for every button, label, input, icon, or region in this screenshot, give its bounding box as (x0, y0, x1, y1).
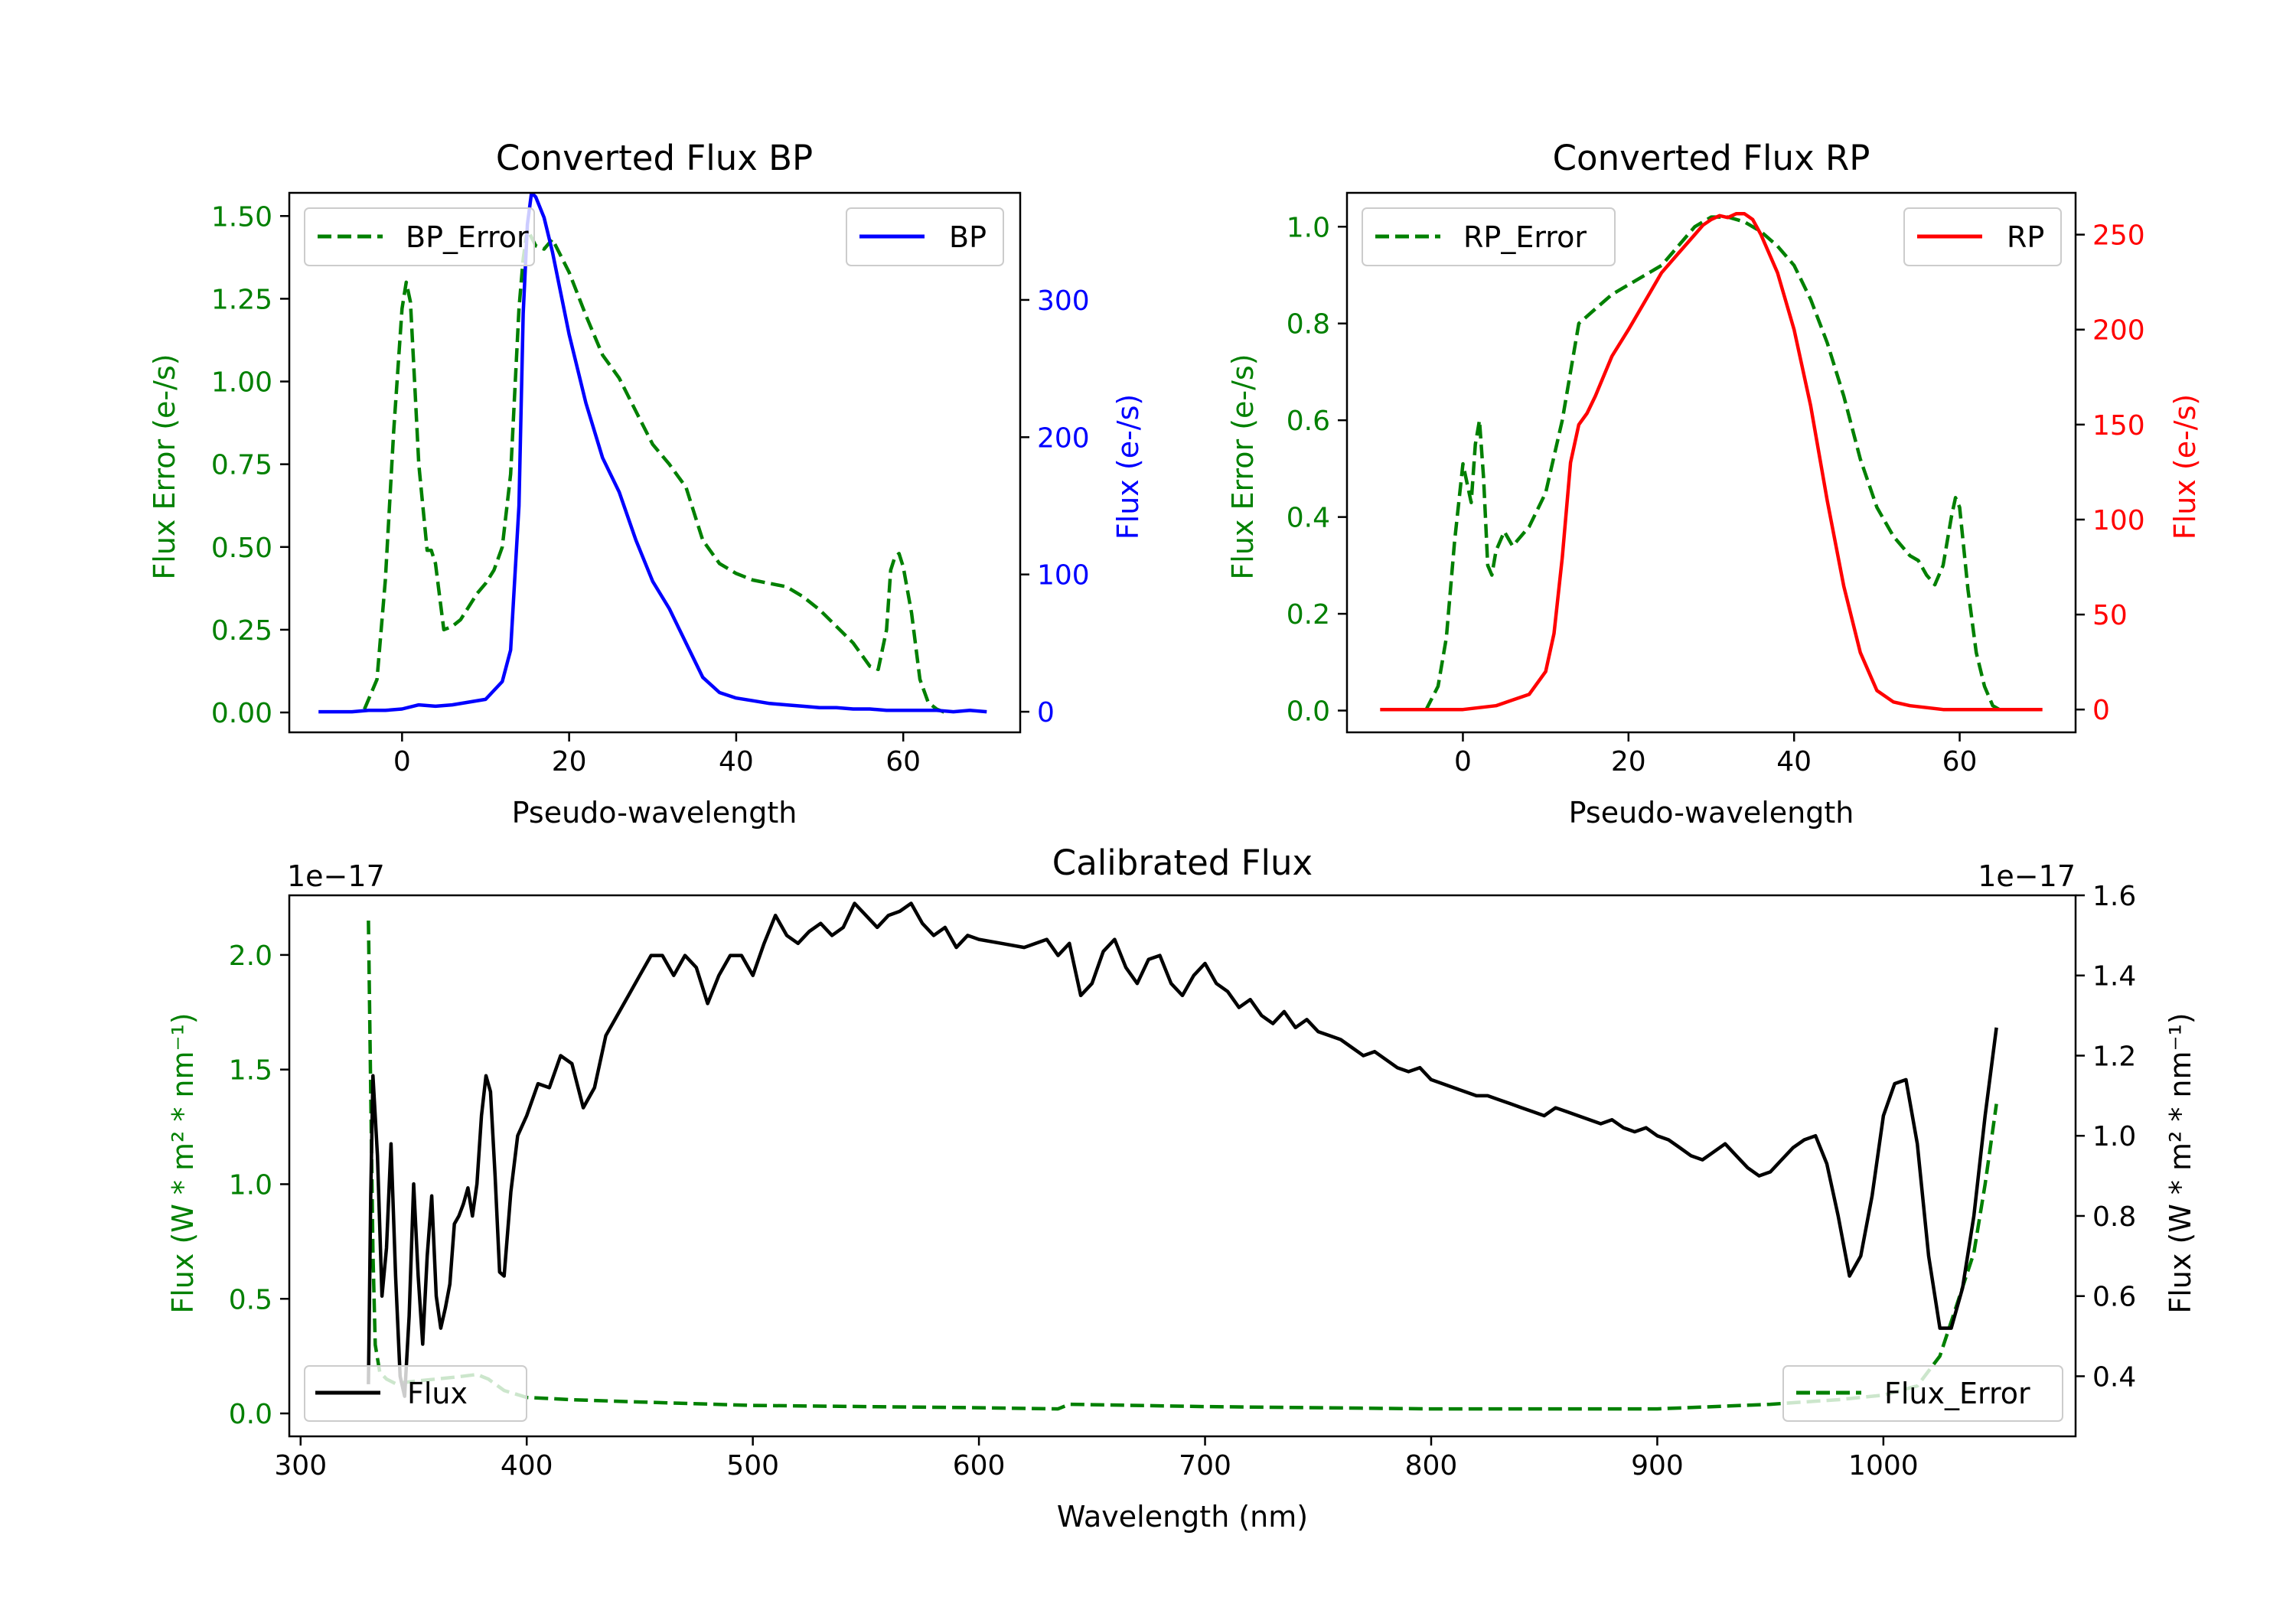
cal-xlabel: Wavelength (nm) (1057, 1500, 1308, 1534)
cal-ytick-right-label: 0.4 (2092, 1361, 2136, 1393)
rp-ytick-left-label: 1.0 (1287, 212, 1330, 243)
cal-ytick-left-label: 0.5 (229, 1284, 272, 1315)
bp-frame (288, 191, 1022, 734)
bp-ytick-left-label: 1.50 (211, 201, 272, 233)
rp-series-rp (1380, 212, 2043, 712)
rp-legend-flux: RP (1903, 207, 2062, 266)
rp-xlabel: Pseudo-wavelength (1569, 796, 1854, 830)
cal-ytick-right-label: 0.6 (2092, 1282, 2136, 1313)
bp-legend-flux: BP (846, 207, 1004, 266)
bp-series-bp-error (363, 227, 946, 715)
bp-ytick-left-label: 0.25 (211, 615, 272, 647)
cal-legend-error: Flux_Error (1782, 1365, 2063, 1422)
rp-ytick-right-label: 250 (2092, 220, 2145, 252)
rp-xtick-label: 20 (1611, 746, 1646, 777)
bp-xtick-label: 60 (885, 746, 921, 777)
bp-ytick-left-label: 1.25 (211, 284, 272, 315)
rp-legend-flux-label: RP (2007, 220, 2044, 254)
rp-ytick-left-label: 0.2 (1287, 599, 1330, 631)
cal-ylabel-left: Flux (W * m² * nm⁻¹) (166, 1012, 200, 1313)
rp-xtick-label: 60 (1942, 746, 1978, 777)
bp-series-bp (318, 193, 987, 714)
cal-xtick-label: 300 (274, 1450, 327, 1482)
bp-ytick-left-label: 0.75 (211, 450, 272, 481)
rp-axes: 0 20 40 60 0.0 0.2 0.4 0.6 0.8 1.0 0 50 100 150 200 250 (1287, 191, 2145, 777)
cal-offset-right: 1e−17 (1978, 859, 2076, 893)
bp-legend-flux-label: BP (949, 220, 987, 254)
rp-frame (1345, 191, 2077, 734)
bp-ytick-right-label: 200 (1037, 422, 1090, 454)
cal-ytick-right-label: 1.6 (2092, 881, 2136, 912)
rp-xtick-label: 40 (1776, 746, 1812, 777)
cal-ytick-right-label: 0.8 (2092, 1201, 2136, 1233)
cal-ytick-right-label: 1.4 (2092, 961, 2136, 993)
cal-legend-error-label: Flux_Error (1884, 1377, 2030, 1410)
bp-xlabel: Pseudo-wavelength (512, 796, 797, 830)
bp-ytick-left-label: 0.50 (211, 533, 272, 564)
rp-ytick-right-label: 0 (2092, 695, 2110, 726)
cal-xtick-label: 400 (501, 1450, 553, 1482)
rp-plot-area (1380, 212, 2043, 712)
bp-ytick-right-label: 0 (1037, 697, 1055, 729)
rp-legend-error: RP_Error (1362, 207, 1616, 266)
bp-title: Converted Flux BP (496, 138, 813, 178)
rp-legend-error-label: RP_Error (1463, 220, 1587, 254)
bp-ytick-left-label: 0.00 (211, 698, 272, 729)
cal-ytick-left-label: 2.0 (229, 940, 272, 972)
bp-xtick-label: 0 (393, 746, 411, 777)
cal-plot-area (367, 901, 1998, 1411)
calibrated-panel: Calibrated Flux 1e−17 1e−17 300 400 500 600… (166, 843, 2197, 1534)
cal-ytick-left-label: 1.5 (229, 1055, 272, 1087)
bp-ytick-right-label: 100 (1037, 560, 1090, 592)
cal-frame (288, 894, 2077, 1438)
rp-ylabel-right: Flux (e-/s) (2168, 394, 2202, 539)
cal-series-flux (367, 901, 1998, 1398)
cal-xtick-label: 900 (1631, 1450, 1684, 1482)
cal-offset-left: 1e−17 (287, 859, 385, 893)
rp-ytick-right-label: 100 (2092, 505, 2145, 536)
rp-ytick-left-label: 0.0 (1287, 696, 1330, 728)
rp-ytick-left-label: 0.4 (1287, 503, 1330, 534)
cal-xtick-label: 700 (1179, 1450, 1231, 1482)
bp-legend-error-label: BP_Error (406, 220, 529, 254)
rp-xtick-label: 0 (1454, 746, 1472, 777)
cal-ytick-left-label: 0.0 (229, 1399, 272, 1430)
bp-xtick-label: 20 (552, 746, 587, 777)
cal-ylabel-right: Flux (W * m² * nm⁻¹) (2164, 1012, 2197, 1313)
cal-legend-flux-label: Flux (407, 1377, 468, 1410)
cal-ytick-right-label: 1.2 (2092, 1041, 2136, 1072)
bp-plot-area (318, 193, 987, 715)
cal-axes: 300 400 500 600 700 800 900 1000 0.0 0.5 1.0 1.5 2.0… (229, 881, 2137, 1482)
bp-ytick-left-label: 1.00 (211, 367, 272, 399)
cal-xtick-label: 600 (953, 1450, 1006, 1482)
rp-panel: Converted Flux RP 0 20 40 60 0.0 0.2 0.4 0.6 0.8… (1226, 138, 2202, 830)
cal-legend-flux: Flux (304, 1365, 527, 1422)
bp-ylabel-left: Flux Error (e-/s) (148, 354, 181, 579)
rp-ylabel-left: Flux Error (e-/s) (1226, 354, 1260, 579)
rp-title: Converted Flux RP (1553, 138, 1870, 178)
bp-axes: 0 20 40 60 0.00 0.25 0.50 0.75 1.00 1.25 1.50 0 100 2… (211, 191, 1090, 777)
bp-panel: Converted Flux BP 0 20 40 60 0.00 0.25 0.50 0.7… (148, 138, 1145, 830)
bp-legend-error: BP_Error (304, 207, 535, 266)
rp-ytick-right-label: 200 (2092, 315, 2145, 347)
cal-xtick-label: 1000 (1848, 1450, 1919, 1482)
cal-ytick-right-label: 1.0 (2092, 1121, 2136, 1152)
bp-ytick-right-label: 300 (1037, 285, 1090, 317)
rp-ytick-right-label: 50 (2092, 600, 2128, 631)
cal-title: Calibrated Flux (1052, 843, 1313, 883)
rp-ytick-right-label: 150 (2092, 410, 2145, 442)
cal-ytick-left-label: 1.0 (229, 1169, 272, 1201)
bp-ylabel-right: Flux (e-/s) (1111, 394, 1145, 539)
cal-xtick-label: 500 (726, 1450, 779, 1482)
bp-xtick-label: 40 (719, 746, 754, 777)
rp-ytick-left-label: 0.8 (1287, 309, 1330, 341)
cal-xtick-label: 800 (1405, 1450, 1458, 1482)
rp-series-rp-error (1424, 215, 2002, 712)
rp-ytick-left-label: 0.6 (1287, 406, 1330, 437)
